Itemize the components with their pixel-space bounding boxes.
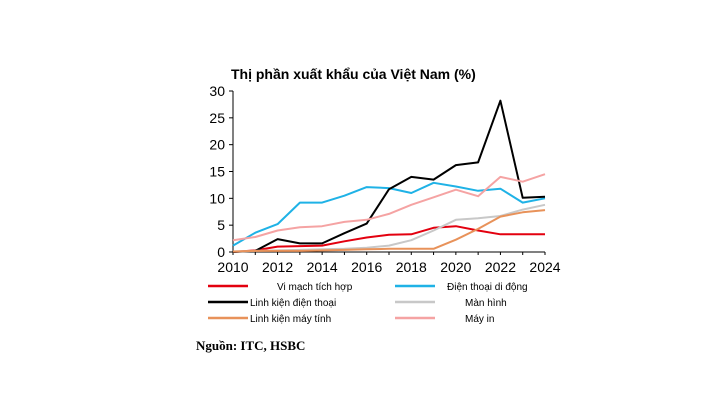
series-line-Máy in [232,173,546,242]
y-tick-label: 30 [209,83,225,99]
x-tick-label: 2014 [307,259,338,275]
legend-label: Linh kiện máy tính [250,314,331,325]
x-tick-label: 2022 [485,259,516,275]
legend-label: Linh kiện điện thoại [250,298,336,309]
legend-label: Máy in [465,314,494,325]
x-tick-label: 2018 [396,259,427,275]
plot-lines [232,99,546,253]
legend: Vi mạch tích hợp Điện thoại di động Linh k… [208,282,528,325]
y-tick-label: 10 [209,190,225,206]
x-tick-label: 2024 [529,259,560,275]
y-tick-label: 0 [217,244,225,260]
x-tick-label: 2012 [262,259,293,275]
source-note: Nguồn: ITC, HSBC [196,338,305,353]
x-tick-label: 2010 [217,259,248,275]
series-line-Linh kiện điện thoại [232,99,546,253]
series-line-Màn hình [232,203,546,253]
legend-label: Màn hình [465,298,507,309]
chart-title: Thị phần xuất khẩu của Việt Nam (%) [231,66,476,82]
x-tick-label: 2016 [351,259,382,275]
series-line-Linh kiện máy tính [232,209,546,253]
plot-grid: 0 5 10 15 20 25 30 2010 2012 2014 2016 2018 2020 2022… [209,83,560,275]
y-tick-label: 5 [217,217,225,233]
y-tick-label: 25 [209,110,225,126]
legend-label: Vi mạch tích hợp [277,282,353,293]
legend-label: Điện thoại di động [447,282,528,293]
series-line-Vi mạch tích hợp [232,225,545,253]
y-tick-label: 20 [209,137,225,153]
x-tick-label: 2020 [440,259,471,275]
y-tick-label: 15 [209,164,225,180]
